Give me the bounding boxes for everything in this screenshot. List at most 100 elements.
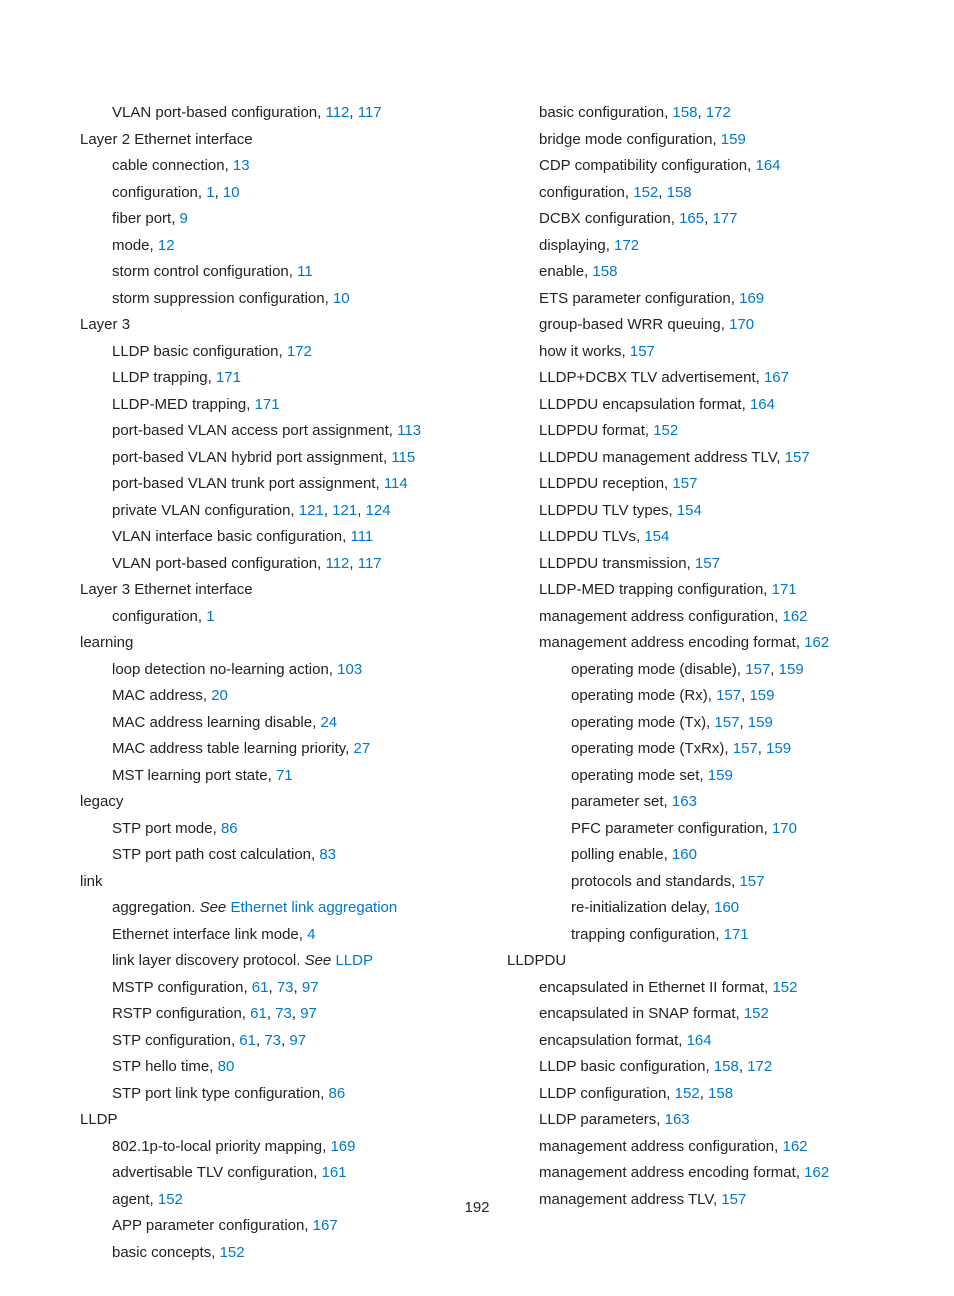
page-link[interactable]: 61 xyxy=(239,1032,256,1049)
page-link[interactable]: Ethernet link aggregation xyxy=(230,899,397,916)
page-link[interactable]: 172 xyxy=(614,237,639,254)
page-link[interactable]: 83 xyxy=(319,846,336,863)
page-link[interactable]: 121 xyxy=(299,502,324,519)
page-link[interactable]: 111 xyxy=(350,528,373,545)
page-link[interactable]: 159 xyxy=(766,740,791,757)
page-link[interactable]: 114 xyxy=(384,475,408,492)
page-link[interactable]: 152 xyxy=(633,184,658,201)
page-link[interactable]: 86 xyxy=(221,820,238,837)
index-entry: configuration, 152, 158 xyxy=(507,180,894,207)
page-link[interactable]: 167 xyxy=(764,369,789,386)
page-link[interactable]: 172 xyxy=(287,343,312,360)
page-link[interactable]: 169 xyxy=(330,1138,355,1155)
page-link[interactable]: 152 xyxy=(744,1005,769,1022)
page-link[interactable]: 157 xyxy=(739,873,764,890)
page-link[interactable]: 24 xyxy=(320,714,337,731)
page-link[interactable]: 157 xyxy=(733,740,758,757)
page-link[interactable]: 157 xyxy=(785,449,810,466)
page-link[interactable]: 13 xyxy=(233,157,250,174)
page-link[interactable]: 157 xyxy=(714,714,739,731)
page-link[interactable]: 172 xyxy=(747,1058,772,1075)
page-link[interactable]: 170 xyxy=(729,316,754,333)
page-link[interactable]: 160 xyxy=(672,846,697,863)
page-link[interactable]: 158 xyxy=(592,263,617,280)
page-link[interactable]: 61 xyxy=(252,979,269,996)
page-link[interactable]: 161 xyxy=(322,1164,347,1181)
page-link[interactable]: 157 xyxy=(672,475,697,492)
page-link[interactable]: 177 xyxy=(712,210,737,227)
page-link[interactable]: 154 xyxy=(644,528,669,545)
page-link[interactable]: 113 xyxy=(397,422,421,439)
index-entry: Layer 2 Ethernet interface xyxy=(80,127,467,154)
page-link[interactable]: 159 xyxy=(721,131,746,148)
page-link[interactable]: 73 xyxy=(275,1005,292,1022)
page-link[interactable]: 157 xyxy=(716,687,741,704)
page-link[interactable]: 73 xyxy=(277,979,294,996)
page-link[interactable]: 162 xyxy=(804,1164,829,1181)
page-link[interactable]: 4 xyxy=(307,926,315,943)
page-link[interactable]: 162 xyxy=(804,634,829,651)
page-link[interactable]: 158 xyxy=(708,1085,733,1102)
page-link[interactable]: 171 xyxy=(216,369,241,386)
page-link[interactable]: 27 xyxy=(354,740,371,757)
page-link[interactable]: 157 xyxy=(630,343,655,360)
page-link[interactable]: 9 xyxy=(180,210,188,227)
page-link[interactable]: 171 xyxy=(772,581,797,598)
page-link[interactable]: 152 xyxy=(772,979,797,996)
page-link[interactable]: 86 xyxy=(329,1085,346,1102)
page-link[interactable]: 1 xyxy=(206,608,214,625)
page-link[interactable]: 97 xyxy=(300,1005,317,1022)
page-link[interactable]: 170 xyxy=(772,820,797,837)
page-link[interactable]: 152 xyxy=(220,1244,245,1261)
page-link[interactable]: 162 xyxy=(782,1138,807,1155)
page-link[interactable]: 152 xyxy=(675,1085,700,1102)
page-link[interactable]: 152 xyxy=(653,422,678,439)
page-link[interactable]: 159 xyxy=(708,767,733,784)
page-link[interactable]: 71 xyxy=(276,767,293,784)
page-link[interactable]: 1 xyxy=(206,184,214,201)
page-link[interactable]: 124 xyxy=(366,502,391,519)
page-link[interactable]: 73 xyxy=(264,1032,281,1049)
page-link[interactable]: 164 xyxy=(687,1032,712,1049)
page-link[interactable]: 117 xyxy=(358,555,382,572)
page-link[interactable]: LLDP xyxy=(335,952,373,969)
page-link[interactable]: 167 xyxy=(313,1217,338,1234)
page-link[interactable]: 10 xyxy=(223,184,240,201)
page-link[interactable]: 157 xyxy=(695,555,720,572)
index-entry: port-based VLAN hybrid port assignment, … xyxy=(80,445,467,472)
page-link[interactable]: 61 xyxy=(250,1005,267,1022)
page-link[interactable]: 12 xyxy=(158,237,175,254)
page-link[interactable]: 112 xyxy=(325,555,349,572)
page-link[interactable]: 158 xyxy=(672,104,697,121)
page-link[interactable]: 80 xyxy=(218,1058,235,1075)
page-link[interactable]: 10 xyxy=(333,290,350,307)
page-link[interactable]: 117 xyxy=(358,104,382,121)
page-link[interactable]: 112 xyxy=(325,104,349,121)
page-link[interactable]: 20 xyxy=(211,687,228,704)
page-link[interactable]: 158 xyxy=(714,1058,739,1075)
page-link[interactable]: 169 xyxy=(739,290,764,307)
page-link[interactable]: 158 xyxy=(667,184,692,201)
page-link[interactable]: 171 xyxy=(724,926,749,943)
page-link[interactable]: 163 xyxy=(665,1111,690,1128)
page-link[interactable]: 159 xyxy=(749,687,774,704)
page-link[interactable]: 163 xyxy=(672,793,697,810)
page-link[interactable]: 103 xyxy=(337,661,362,678)
page-link[interactable]: 157 xyxy=(745,661,770,678)
page-link[interactable]: 162 xyxy=(782,608,807,625)
page-link[interactable]: 171 xyxy=(255,396,280,413)
page-link[interactable]: 97 xyxy=(289,1032,306,1049)
page-link[interactable]: 164 xyxy=(750,396,775,413)
page-link[interactable]: 159 xyxy=(779,661,804,678)
page-link[interactable]: 121 xyxy=(332,502,357,519)
page-link[interactable]: 11 xyxy=(297,263,313,280)
page-link[interactable]: 115 xyxy=(391,449,415,466)
page-link[interactable]: 97 xyxy=(302,979,319,996)
index-text: Ethernet interface link mode, xyxy=(112,926,307,943)
page-link[interactable]: 164 xyxy=(756,157,781,174)
page-link[interactable]: 160 xyxy=(714,899,739,916)
page-link[interactable]: 154 xyxy=(677,502,702,519)
page-link[interactable]: 159 xyxy=(748,714,773,731)
page-link[interactable]: 165 xyxy=(679,210,704,227)
page-link[interactable]: 172 xyxy=(706,104,731,121)
